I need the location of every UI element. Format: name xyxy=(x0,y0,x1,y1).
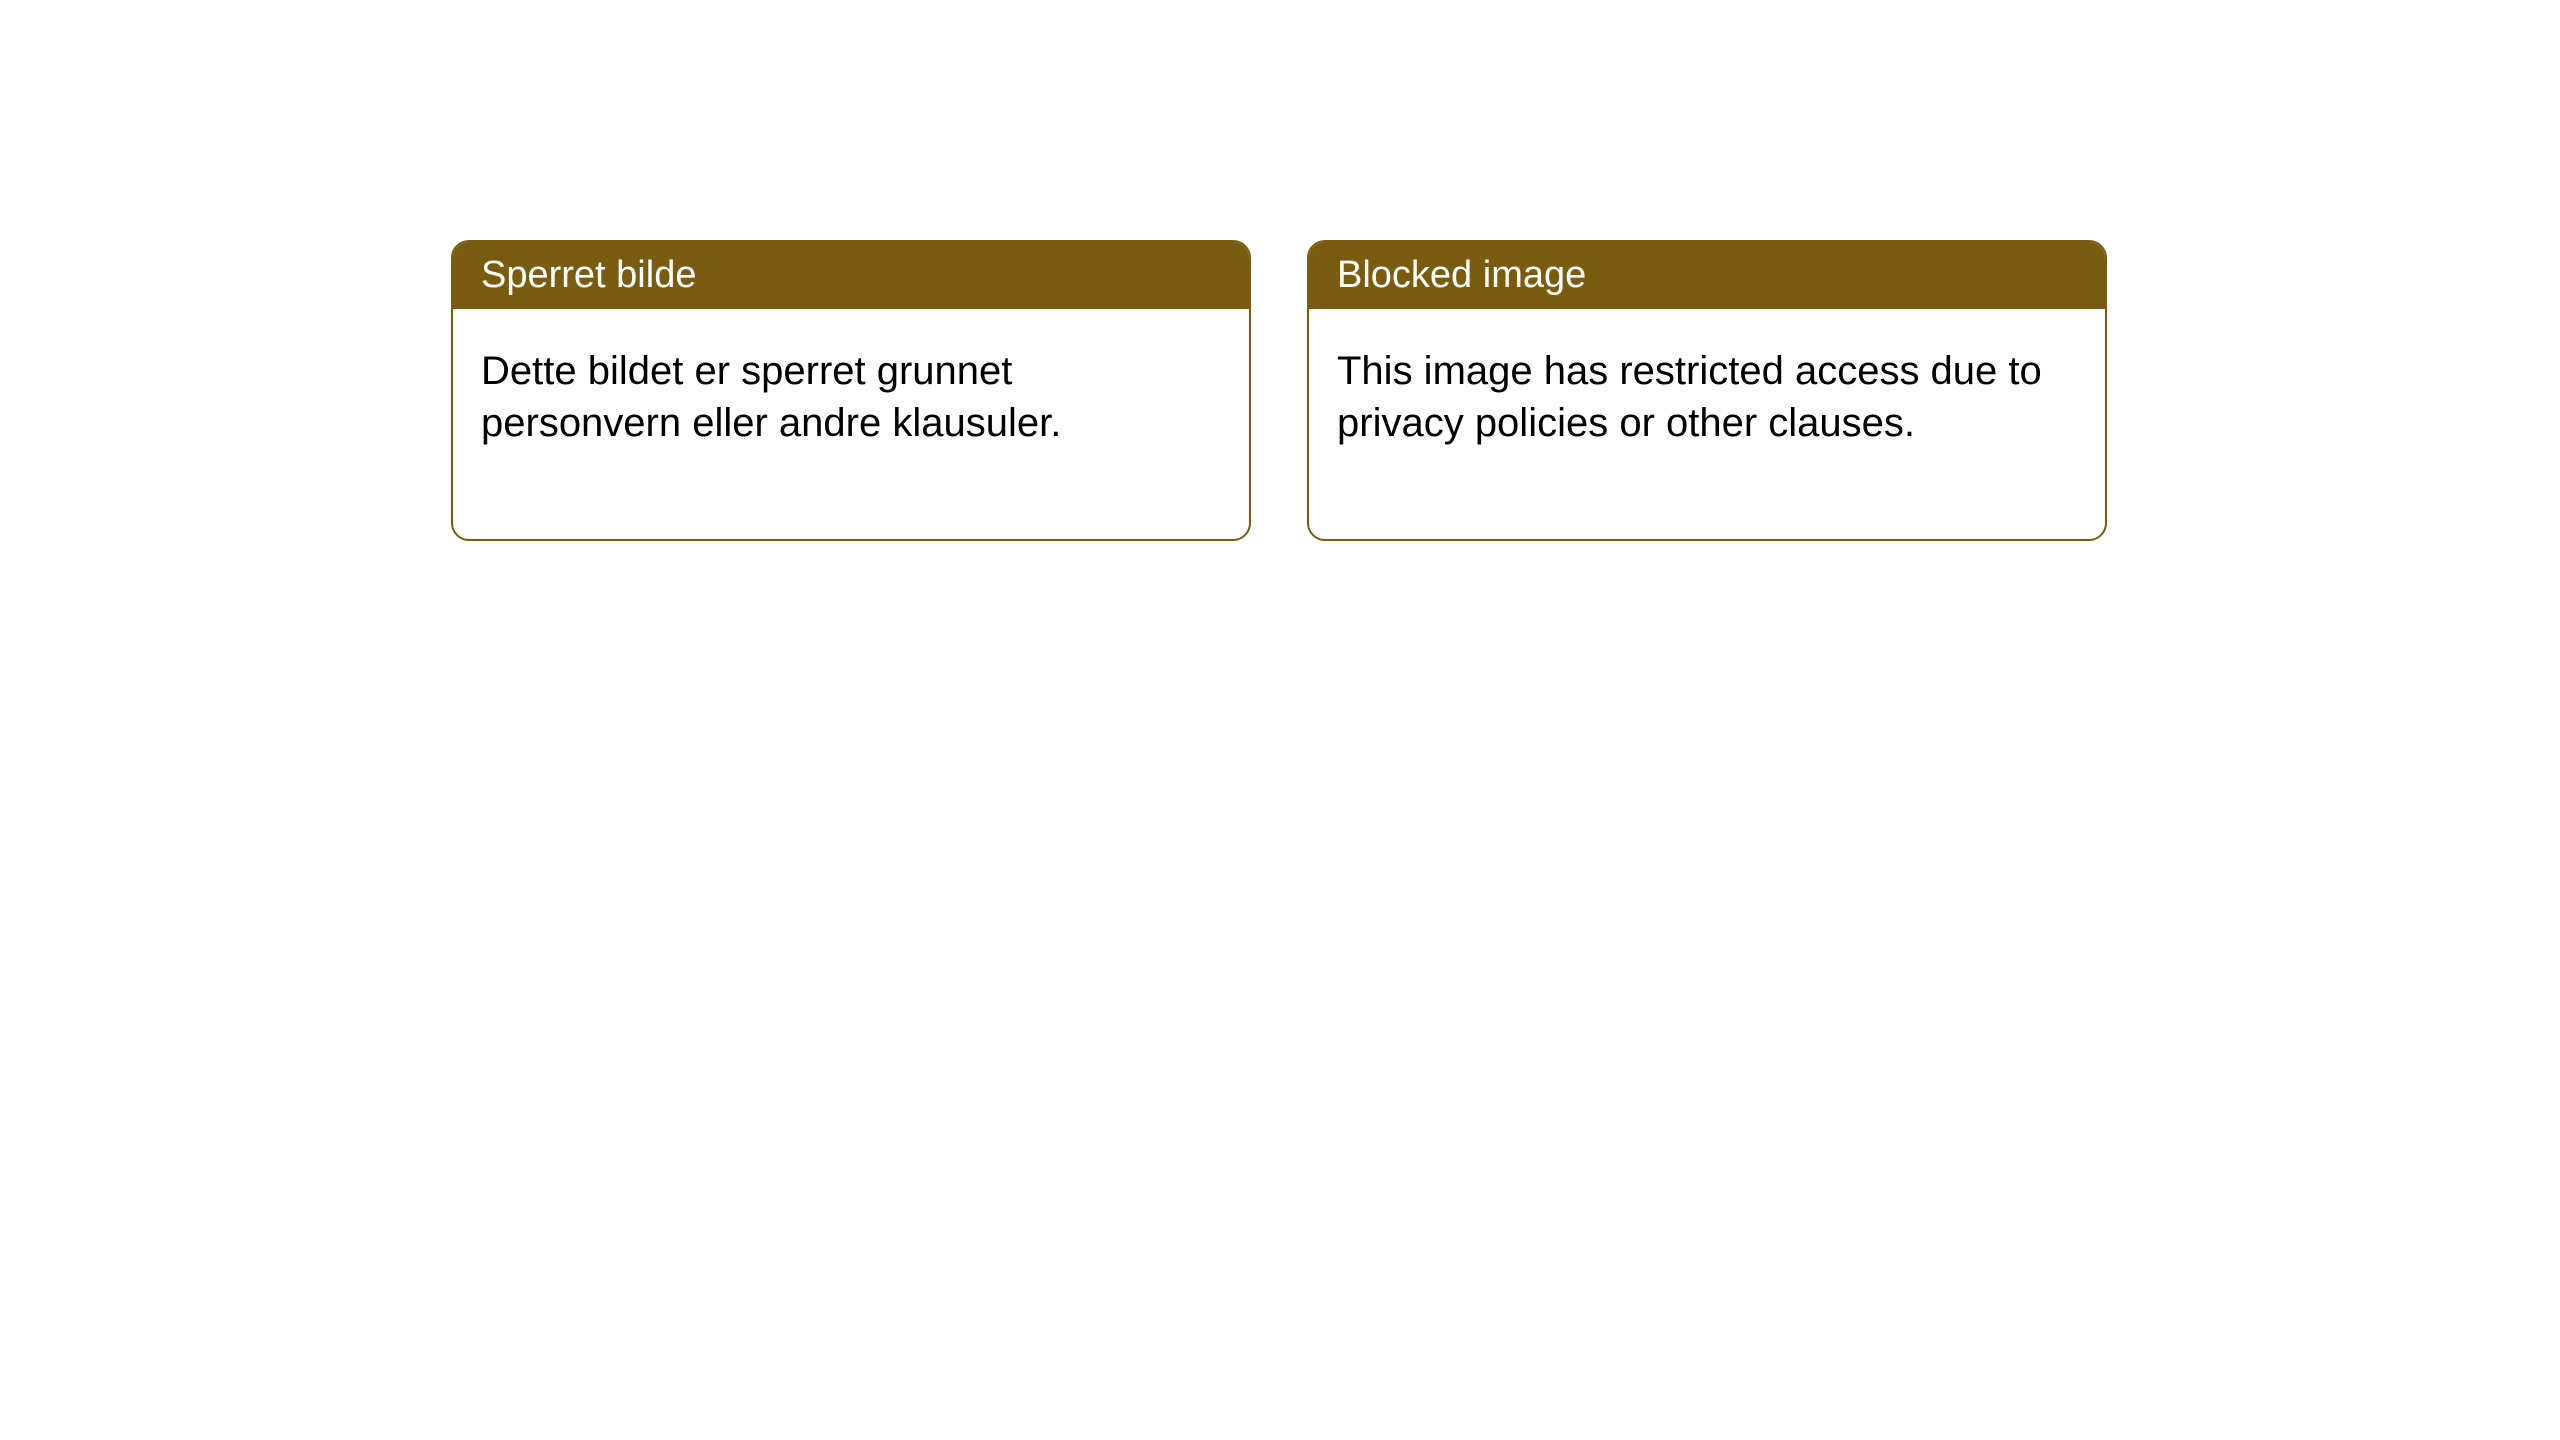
card-body: Dette bildet er sperret grunnet personve… xyxy=(453,309,1249,539)
card-title: Blocked image xyxy=(1337,254,1586,296)
card-header: Sperret bilde xyxy=(453,242,1249,309)
notice-cards-container: Sperret bilde Dette bildet er sperret gr… xyxy=(451,240,2107,541)
card-header: Blocked image xyxy=(1309,242,2105,309)
notice-card-norwegian: Sperret bilde Dette bildet er sperret gr… xyxy=(451,240,1251,541)
card-body: This image has restricted access due to … xyxy=(1309,309,2105,539)
card-body-text: This image has restricted access due to … xyxy=(1337,349,2042,445)
card-title: Sperret bilde xyxy=(481,254,696,296)
notice-card-english: Blocked image This image has restricted … xyxy=(1307,240,2107,541)
card-body-text: Dette bildet er sperret grunnet personve… xyxy=(481,349,1061,445)
